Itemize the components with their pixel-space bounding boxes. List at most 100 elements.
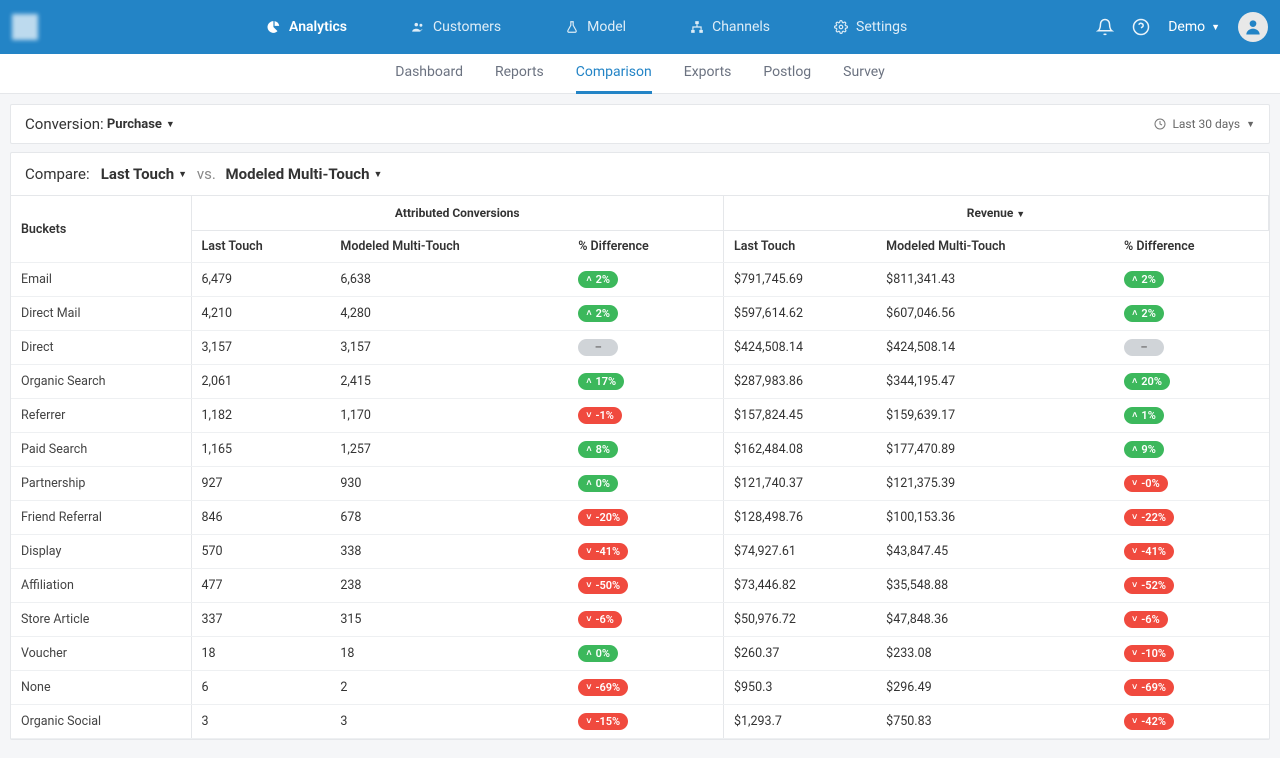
bell-icon[interactable] <box>1096 18 1114 36</box>
buckets-header[interactable]: Buckets <box>11 196 191 263</box>
diff-revenue-cell: ˅-22% <box>1114 501 1269 535</box>
column-header[interactable]: Modeled Multi-Touch <box>876 231 1114 263</box>
nav-label: Channels <box>712 19 770 35</box>
avatar[interactable] <box>1238 12 1268 42</box>
conversion-filter-card: Conversion: Purchase ▼ Last 30 days ▼ <box>10 104 1270 144</box>
column-header[interactable]: Last Touch <box>191 231 330 263</box>
diff-revenue-cell: ˅-0% <box>1114 467 1269 501</box>
diff-conversions-cell: – <box>568 331 723 365</box>
table-row: Affiliation477238˅-50%$73,446.82$35,548.… <box>11 569 1269 603</box>
lt-revenue-cell: $162,484.08 <box>724 433 877 467</box>
lt-conversions-cell: 6 <box>191 671 330 705</box>
vs-label: vs. <box>197 165 216 183</box>
diff-pill-down: ˅-6% <box>578 611 622 628</box>
help-icon[interactable] <box>1132 18 1150 36</box>
arrow-up-icon: ˄ <box>586 478 591 489</box>
lt-conversions-cell: 927 <box>191 467 330 501</box>
nav-customers[interactable]: Customers <box>379 0 533 54</box>
subnav-survey[interactable]: Survey <box>843 54 885 94</box>
nav-label: Model <box>587 19 626 35</box>
mmt-conversions-cell: 2,415 <box>330 365 568 399</box>
nav-analytics[interactable]: Analytics <box>235 0 379 54</box>
attributed-conversions-header: Attributed Conversions <box>191 196 724 231</box>
nav-model[interactable]: Model <box>533 0 658 54</box>
mmt-conversions-cell: 4,280 <box>330 297 568 331</box>
diff-pill-down: ˅-42% <box>1124 713 1174 730</box>
diff-pill-up: ˄8% <box>578 441 618 458</box>
nav-channels[interactable]: Channels <box>658 0 802 54</box>
lt-revenue-cell: $128,498.76 <box>724 501 877 535</box>
diff-revenue-cell: ˅-10% <box>1114 637 1269 671</box>
diff-conversions-cell: ˅-50% <box>568 569 723 603</box>
mmt-conversions-cell: 3 <box>330 705 568 739</box>
mmt-conversions-cell: 1,257 <box>330 433 568 467</box>
caret-down-icon: ▼ <box>1246 119 1255 130</box>
diff-pill-up: ˄9% <box>1124 441 1164 458</box>
subnav-postlog[interactable]: Postlog <box>763 54 811 94</box>
column-header[interactable]: Modeled Multi-Touch <box>330 231 568 263</box>
arrow-up-icon: ˄ <box>1132 410 1137 421</box>
diff-pill-up: ˄0% <box>578 475 618 492</box>
caret-down-icon: ▼ <box>166 119 175 130</box>
table-row: None62˅-69%$950.3$296.49˅-69% <box>11 671 1269 705</box>
column-header[interactable]: % Difference <box>1114 231 1269 263</box>
mmt-revenue-cell: $811,341.43 <box>876 263 1114 297</box>
clock-icon <box>1154 118 1166 130</box>
logo[interactable] <box>12 14 38 40</box>
diff-revenue-cell: ˄9% <box>1114 433 1269 467</box>
diff-pill-up: ˄2% <box>1124 271 1164 288</box>
table-row: Organic Social33˅-15%$1,293.7$750.83˅-42… <box>11 705 1269 739</box>
diff-pill-up: ˄2% <box>578 271 618 288</box>
mmt-conversions-cell: 678 <box>330 501 568 535</box>
lt-conversions-cell: 337 <box>191 603 330 637</box>
diff-pill-down: ˅-10% <box>1124 645 1174 662</box>
column-header[interactable]: Last Touch <box>724 231 877 263</box>
diff-conversions-cell: ˄0% <box>568 467 723 501</box>
arrow-up-icon: ˄ <box>586 274 591 285</box>
caret-down-icon: ▼ <box>1016 210 1025 220</box>
lt-conversions-cell: 1,182 <box>191 399 330 433</box>
mmt-revenue-cell: $43,847.45 <box>876 535 1114 569</box>
model-a-select[interactable]: Last Touch▼ <box>101 165 187 183</box>
subnav-exports[interactable]: Exports <box>684 54 732 94</box>
subnav-reports[interactable]: Reports <box>495 54 544 94</box>
diff-revenue-cell: ˅-42% <box>1114 705 1269 739</box>
content: Conversion: Purchase ▼ Last 30 days ▼ Co… <box>0 94 1280 758</box>
conversion-select[interactable]: Purchase ▼ <box>107 117 175 132</box>
lt-conversions-cell: 18 <box>191 637 330 671</box>
mmt-revenue-cell: $750.83 <box>876 705 1114 739</box>
diff-pill-down: ˅-41% <box>578 543 628 560</box>
lt-revenue-cell: $287,983.86 <box>724 365 877 399</box>
diff-revenue-cell: ˄1% <box>1114 399 1269 433</box>
nav-settings[interactable]: Settings <box>802 0 939 54</box>
date-range-select[interactable]: Last 30 days ▼ <box>1154 117 1255 131</box>
pie-icon <box>267 20 281 34</box>
subnav-dashboard[interactable]: Dashboard <box>395 54 463 94</box>
mmt-revenue-cell: $177,470.89 <box>876 433 1114 467</box>
lt-conversions-cell: 6,479 <box>191 263 330 297</box>
diff-revenue-cell: ˅-69% <box>1114 671 1269 705</box>
subnav-comparison[interactable]: Comparison <box>576 54 652 94</box>
caret-down-icon: ▼ <box>178 169 187 180</box>
mmt-revenue-cell: $296.49 <box>876 671 1114 705</box>
comparison-table-card: Compare: Last Touch▼ vs. Modeled Multi-T… <box>10 152 1270 740</box>
bucket-cell: Display <box>11 535 191 569</box>
table-row: Direct Mail4,2104,280˄2%$597,614.62$607,… <box>11 297 1269 331</box>
user-menu[interactable]: Demo ▼ <box>1168 19 1220 35</box>
top-navbar: AnalyticsCustomersModelChannelsSettings … <box>0 0 1280 54</box>
column-header[interactable]: % Difference <box>568 231 723 263</box>
diff-pill-neutral: – <box>578 339 618 356</box>
lt-revenue-cell: $597,614.62 <box>724 297 877 331</box>
diff-conversions-cell: ˅-41% <box>568 535 723 569</box>
bucket-cell: Voucher <box>11 637 191 671</box>
mmt-conversions-cell: 338 <box>330 535 568 569</box>
revenue-header[interactable]: Revenue ▼ <box>724 196 1269 231</box>
bucket-cell: Affiliation <box>11 569 191 603</box>
mmt-revenue-cell: $47,848.36 <box>876 603 1114 637</box>
compare-label: Compare: <box>25 165 90 183</box>
diff-pill-up: ˄20% <box>1124 373 1170 390</box>
lt-conversions-cell: 4,210 <box>191 297 330 331</box>
lt-conversions-cell: 3 <box>191 705 330 739</box>
arrow-down-icon: ˅ <box>1132 682 1137 693</box>
model-b-select[interactable]: Modeled Multi-Touch▼ <box>226 165 383 183</box>
